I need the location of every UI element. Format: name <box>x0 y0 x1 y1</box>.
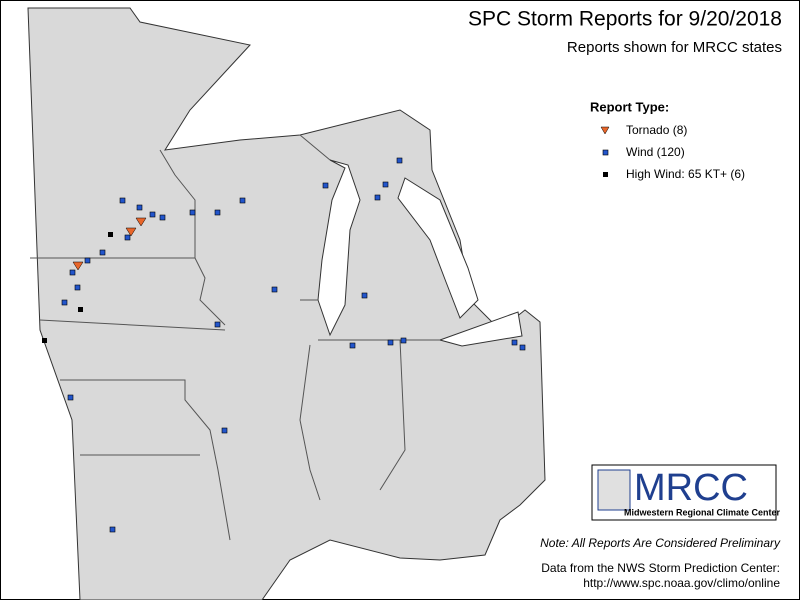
title: SPC Storm Reports for 9/20/2018 <box>468 8 782 31</box>
wind-report <box>119 197 126 204</box>
map <box>27 7 546 600</box>
wind-report <box>69 269 76 276</box>
logo-icon <box>597 469 631 511</box>
wind-report <box>109 526 116 533</box>
high-wind-report <box>78 307 83 312</box>
wind-report <box>189 209 196 216</box>
wind-report <box>349 342 356 349</box>
tornado-report <box>72 261 84 271</box>
tornado-report <box>135 217 147 227</box>
logo: MRCC Midwestern Regional Climate Center <box>591 464 781 521</box>
legend-item: Tornado (8) <box>626 123 687 137</box>
legend-item: Wind (120) <box>626 145 685 159</box>
wind-report <box>519 344 526 351</box>
wind-report <box>322 182 329 189</box>
wind-report <box>221 427 228 434</box>
logo-name: MRCC <box>634 467 748 509</box>
legend-swatch <box>602 149 609 156</box>
lake-michigan <box>317 159 361 337</box>
lake-huron <box>397 177 479 319</box>
wind-report <box>214 209 221 216</box>
source-line: Data from the NWS Storm Prediction Cente… <box>541 561 780 575</box>
wind-report <box>387 339 394 346</box>
legend-title: Report Type: <box>590 99 669 114</box>
high-wind-report <box>42 338 47 343</box>
wind-report <box>214 321 221 328</box>
subtitle: Reports shown for MRCC states <box>567 39 782 56</box>
legend-swatch <box>600 126 610 135</box>
note: Note: All Reports Are Considered Prelimi… <box>540 536 781 550</box>
legend-swatch <box>603 172 608 177</box>
source-url: http://www.spc.noaa.gov/climo/online <box>583 576 780 590</box>
legend-item: High Wind: 65 KT+ (6) <box>626 167 745 181</box>
wind-report <box>239 197 246 204</box>
wind-report <box>74 284 81 291</box>
tornado-report <box>125 227 137 237</box>
wind-report <box>361 292 368 299</box>
wind-report <box>271 286 278 293</box>
wind-report <box>149 211 156 218</box>
report-markers <box>42 157 526 533</box>
wind-report <box>159 214 166 221</box>
lake-erie <box>438 311 523 347</box>
legend: Report Type: Tornado (8) Wind (120) High… <box>590 99 745 181</box>
wind-report <box>400 337 407 344</box>
wind-report <box>382 181 389 188</box>
wind-report <box>396 157 403 164</box>
logo-full-name: Midwestern Regional Climate Center <box>624 507 781 517</box>
wind-report <box>67 394 74 401</box>
state-borders <box>30 134 440 541</box>
wind-report <box>99 249 106 256</box>
high-wind-report <box>108 232 113 237</box>
wind-report <box>136 204 143 211</box>
wind-report <box>511 339 518 346</box>
wind-report <box>84 257 91 264</box>
wind-report <box>374 194 381 201</box>
wind-report <box>61 299 68 306</box>
wind-report <box>124 234 131 241</box>
